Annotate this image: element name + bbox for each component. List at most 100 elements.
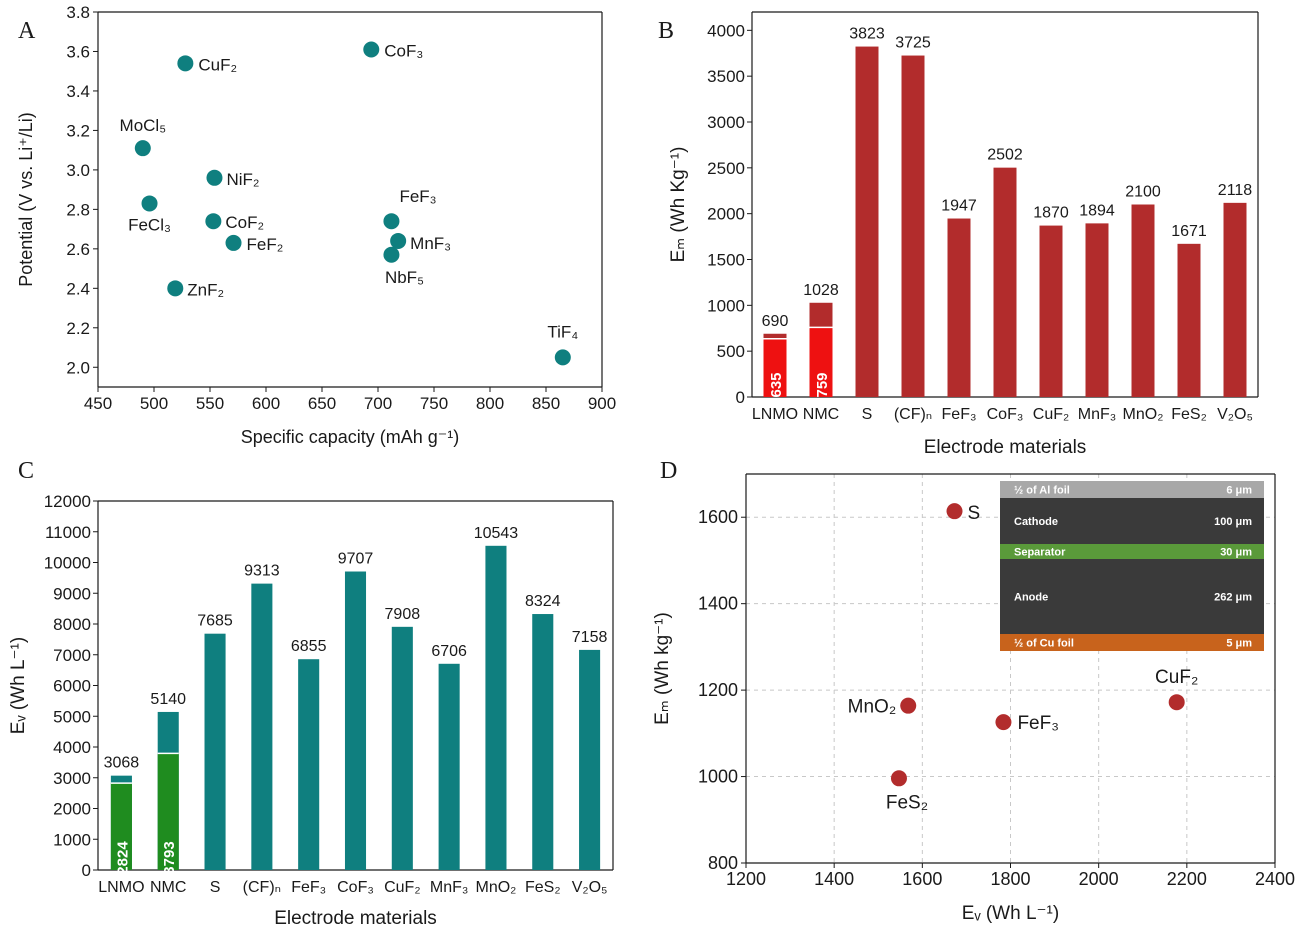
x-tick-label: 1800 bbox=[990, 869, 1030, 889]
bar-inner-value-label: 3793 bbox=[161, 841, 178, 874]
bar-value-label: 1671 bbox=[1171, 223, 1207, 240]
data-point-label: MnO₂ bbox=[848, 697, 897, 718]
data-point-label: CuF₂ bbox=[1155, 667, 1198, 688]
panel-a-chart: 450 500 550 600 650 700 750 800 850 900 2.0 2.2 2.4 2… bbox=[16, 3, 616, 447]
y-axis-label: Eₘ (Wh kg⁻¹) bbox=[652, 612, 673, 725]
data-point-label: S bbox=[968, 503, 981, 524]
data-point-label: CuF₂ bbox=[198, 55, 237, 74]
bar-value-label: 3823 bbox=[849, 26, 885, 43]
data-point bbox=[363, 41, 380, 58]
data-point-label: NiF₂ bbox=[226, 170, 259, 189]
bar bbox=[855, 46, 879, 397]
data-point bbox=[946, 503, 963, 520]
x-category-label: V₂O₅ bbox=[572, 879, 608, 896]
x-category-label: CoF₃ bbox=[337, 879, 374, 896]
data-point-label: FeF₃ bbox=[1017, 713, 1059, 734]
panel-letter-c: C bbox=[18, 458, 34, 484]
y-tick-label: 3.6 bbox=[66, 42, 90, 61]
y-tick-label: 4000 bbox=[53, 738, 91, 757]
y-tick-label: 8000 bbox=[53, 615, 91, 634]
bar bbox=[251, 583, 273, 870]
x-category-label: FeF₃ bbox=[291, 879, 326, 896]
inset-layer-name: Cathode bbox=[1014, 516, 1058, 528]
bar-value-label: 9707 bbox=[338, 551, 374, 568]
panel-letter-b: B bbox=[658, 18, 674, 44]
inset-layer bbox=[1000, 559, 1264, 634]
inset-layer bbox=[1000, 481, 1264, 498]
panel-b-chart: 0 500 1000 1500 2000 2500 3000 3500 4000 635 690 LN… bbox=[668, 11, 1259, 458]
data-point bbox=[1168, 694, 1185, 711]
bar-inner-segment bbox=[809, 327, 833, 397]
y-tick-label: 2.6 bbox=[66, 240, 90, 259]
x-category-label: NMC bbox=[803, 406, 839, 423]
data-point bbox=[134, 140, 151, 157]
y-tick-label: 3000 bbox=[53, 769, 91, 788]
bar-value-label: 3725 bbox=[895, 35, 931, 52]
y-tick-label: 800 bbox=[708, 853, 738, 873]
inset-layer-thickness: 262 μm bbox=[1214, 592, 1252, 604]
bar-value-label: 2502 bbox=[987, 147, 1023, 164]
panel-letter-a: A bbox=[18, 18, 36, 44]
data-point-label: MoCl₅ bbox=[120, 116, 167, 135]
y-tick-label: 4000 bbox=[707, 21, 745, 40]
data-point bbox=[554, 349, 571, 366]
inset-layer-name: Separator bbox=[1014, 547, 1066, 559]
y-tick-label: 2000 bbox=[53, 800, 91, 819]
y-tick-label: 0 bbox=[736, 388, 745, 407]
inset-layer-name: ½ of Al foil bbox=[1014, 485, 1070, 497]
x-tick-label: 750 bbox=[420, 394, 448, 413]
x-category-label: CuF₂ bbox=[384, 879, 420, 896]
data-point-label: CoF₂ bbox=[225, 213, 264, 232]
x-axis-label: Specific capacity (mAh g⁻¹) bbox=[241, 427, 460, 447]
x-category-label: CoF₃ bbox=[987, 406, 1024, 423]
bar-inner-segment bbox=[763, 338, 787, 397]
y-tick-label: 1000 bbox=[707, 296, 745, 315]
panel-letter-d: D bbox=[660, 458, 677, 484]
bar bbox=[344, 571, 367, 870]
data-point bbox=[890, 770, 907, 787]
x-tick-label: 2000 bbox=[1079, 869, 1119, 889]
bar bbox=[1223, 202, 1247, 397]
x-category-label: FeF₃ bbox=[942, 406, 977, 423]
data-point-label: MnF₃ bbox=[410, 234, 451, 253]
y-axis-label: Eᵥ (Wh L⁻¹) bbox=[8, 637, 29, 734]
bar-inner-segment bbox=[157, 753, 179, 870]
bar-inner-value-label: 759 bbox=[814, 372, 831, 397]
inset-layer-name: Anode bbox=[1014, 592, 1048, 604]
bar bbox=[1131, 204, 1155, 397]
y-tick-label: 1000 bbox=[698, 767, 738, 787]
y-tick-label: 3.4 bbox=[66, 82, 90, 101]
data-point-label: FeS₂ bbox=[886, 792, 928, 813]
y-tick-label: 2.8 bbox=[66, 200, 90, 219]
y-tick-label: 1500 bbox=[707, 251, 745, 270]
x-tick-label: 800 bbox=[476, 394, 504, 413]
y-tick-label: 1600 bbox=[698, 507, 738, 527]
x-category-label: LNMO bbox=[752, 406, 798, 423]
x-tick-label: 1600 bbox=[902, 869, 942, 889]
x-category-label: (CF)ₙ bbox=[894, 406, 932, 423]
data-point-label: FeF₃ bbox=[399, 187, 436, 206]
inset-layer bbox=[1000, 634, 1264, 651]
y-axis-label: Eₘ (Wh Kg⁻¹) bbox=[668, 147, 689, 263]
y-tick-label: 2.2 bbox=[66, 319, 90, 338]
data-point-label: FeF₂ bbox=[247, 235, 284, 254]
bar bbox=[485, 545, 507, 870]
y-tick-label: 3500 bbox=[707, 67, 745, 86]
x-category-label: S bbox=[210, 879, 221, 896]
data-point bbox=[177, 55, 194, 72]
data-point-label: TiF₄ bbox=[547, 322, 578, 341]
y-tick-label: 1400 bbox=[698, 594, 738, 614]
bar-value-label: 5140 bbox=[150, 691, 186, 708]
y-tick-label: 2000 bbox=[707, 205, 745, 224]
data-point bbox=[167, 280, 184, 297]
bar-value-label: 7158 bbox=[572, 629, 608, 646]
x-category-label: MnO₂ bbox=[1123, 406, 1164, 423]
y-tick-label: 3.2 bbox=[66, 121, 90, 140]
x-axis-label: Electrode materials bbox=[924, 437, 1087, 458]
bar bbox=[532, 614, 554, 870]
x-tick-label: 2200 bbox=[1167, 869, 1207, 889]
x-category-label: CuF₂ bbox=[1033, 406, 1069, 423]
bar-value-label: 2118 bbox=[1218, 182, 1253, 199]
bar-inner-value-label: 2824 bbox=[114, 841, 131, 875]
x-axis-label: Eᵥ (Wh L⁻¹) bbox=[962, 903, 1059, 924]
